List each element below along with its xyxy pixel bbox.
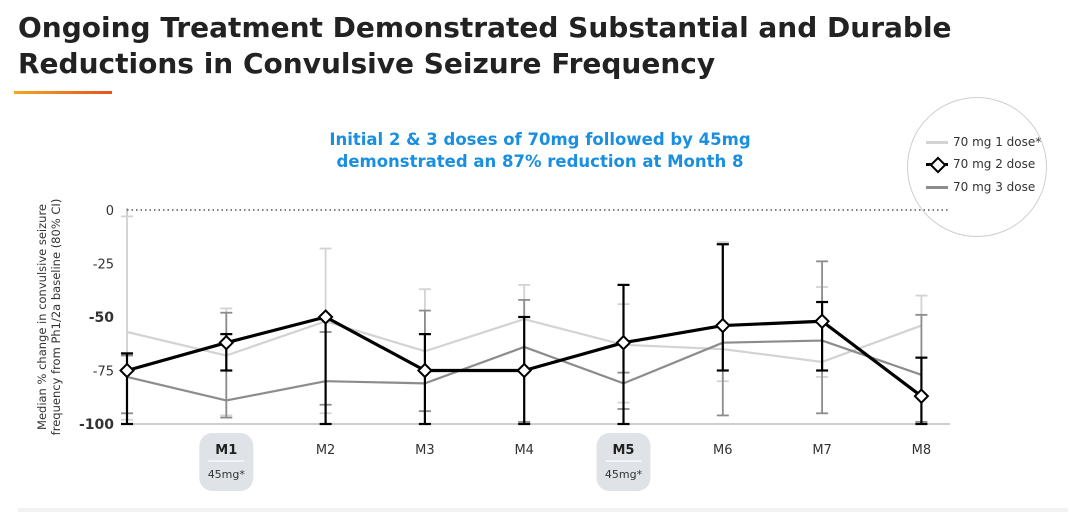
legend-label-1-dose: 70 mg 1 dose* [953, 135, 1042, 149]
legend-label-3-dose: 70 mg 3 dose [953, 180, 1036, 194]
x-category-note: 45mg* [605, 468, 643, 481]
legend-swatch-3-dose [926, 185, 948, 189]
data-point [913, 388, 930, 405]
data-point [317, 309, 334, 325]
y-tick-label: 0 [106, 204, 114, 219]
y-axis-label-line1: Median % change in convulsive seizure [35, 204, 49, 430]
x-tick-label: M4 [514, 443, 534, 458]
chart-legend: 70 mg 1 dose* 70 mg 2 dose 70 mg 3 dose [907, 97, 1047, 237]
x-tick-label: M7 [812, 443, 832, 458]
y-tick-label: -100 [79, 417, 114, 433]
data-point [814, 313, 831, 330]
legend-item-1-dose: 70 mg 1 dose* [926, 134, 1041, 150]
x-category-highlight-box [596, 433, 651, 491]
x-tick-label: M6 [713, 443, 733, 458]
legend-swatch-1-dose [926, 140, 948, 144]
chart-subtitle-line2: demonstrated an 87% reduction at Month 8 [336, 152, 744, 171]
y-axis-label-line2: frequency from Ph1/2a baseline (80% CI) [49, 199, 63, 436]
x-category-note: 45mg* [208, 468, 246, 481]
y-tick-label: -50 [89, 310, 115, 326]
legend-item-3-dose: 70 mg 3 dose [926, 179, 1035, 195]
x-tick-label: M8 [912, 443, 932, 458]
x-category-highlight-box [199, 433, 254, 491]
page-title-line1: Ongoing Treatment Demonstrated Substanti… [18, 11, 952, 44]
data-point [218, 334, 235, 351]
x-tick-label: M2 [316, 443, 336, 458]
data-point [119, 362, 135, 379]
title-accent-bar [14, 91, 112, 94]
data-point [615, 334, 632, 351]
bottom-divider [18, 508, 1068, 512]
chart-subtitle-line1: Initial 2 & 3 doses of 70mg followed by … [329, 130, 751, 149]
x-tick-label: M5 [613, 443, 635, 458]
chart-subtitle: Initial 2 & 3 doses of 70mg followed by … [270, 129, 810, 173]
y-tick-label: -75 [93, 365, 114, 380]
data-point [714, 317, 731, 334]
x-tick-label: M3 [415, 443, 435, 458]
page-title: Ongoing Treatment Demonstrated Substanti… [18, 10, 978, 82]
legend-swatch-2-dose [926, 156, 948, 173]
x-tick-label: M1 [215, 443, 237, 458]
data-point [516, 362, 533, 379]
page-title-line2: Reductions in Convulsive Seizure Frequen… [18, 47, 716, 80]
y-tick-label: -25 [93, 258, 114, 273]
data-point [416, 362, 433, 379]
legend-item-2-dose: 70 mg 2 dose [926, 156, 1036, 173]
y-axis-label: Median % change in convulsive seizurefre… [35, 199, 63, 436]
legend-label-2-dose: 70 mg 2 dose [953, 157, 1036, 171]
